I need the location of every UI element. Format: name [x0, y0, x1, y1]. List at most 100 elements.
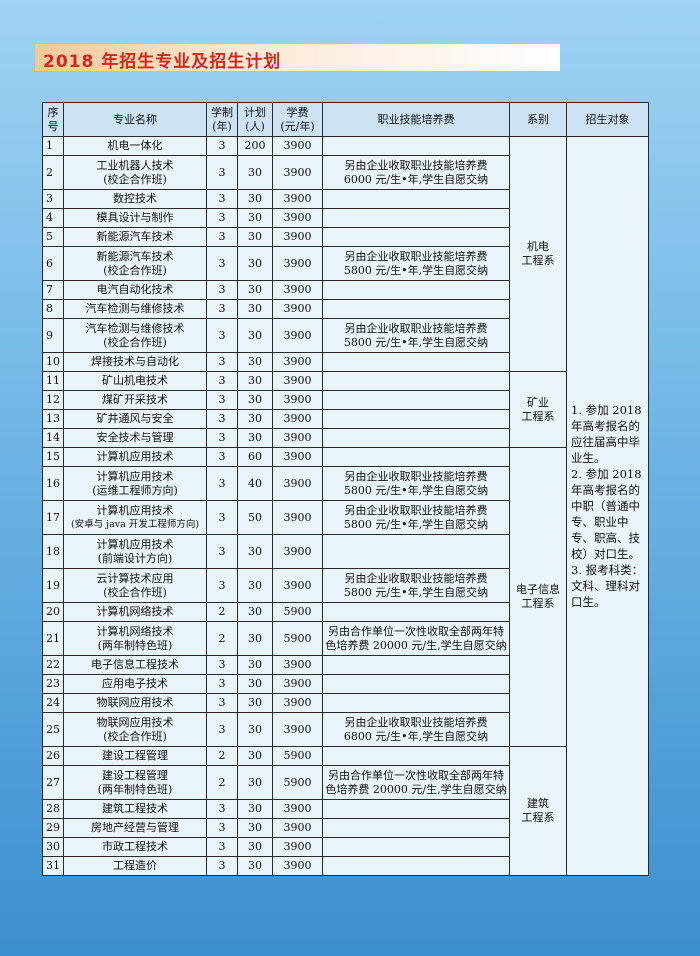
tuition: 3900 [272, 246, 323, 281]
tuition: 3900 [272, 712, 323, 747]
text-line: (两年制特色班) [97, 782, 173, 796]
text-line: 计算机应用技术 [96, 503, 174, 517]
department: 机电 工程系 [509, 136, 567, 372]
text-line: (校企合作班) [103, 585, 167, 599]
major-name: 建筑工程技术 [63, 799, 207, 819]
plan: 30 [237, 534, 273, 569]
years: 3 [206, 500, 238, 535]
tuition: 5900 [272, 765, 323, 800]
years: 3 [206, 208, 238, 228]
row-number: 5 [42, 227, 64, 247]
major-name: 机电一体化 [63, 136, 207, 156]
tuition: 5900 [272, 621, 323, 656]
years: 2 [206, 621, 238, 656]
years: 3 [206, 428, 238, 448]
training-fee [322, 693, 510, 713]
years: 3 [206, 447, 238, 467]
training-fee [322, 371, 510, 391]
plan: 30 [237, 655, 273, 675]
tuition: 3900 [272, 390, 323, 410]
table-body: 1 机电一体化 3 200 3900 机电 工程系 1. 参加 2018 年高考报名的应往届高… [42, 136, 649, 876]
text-line: 煤矿开采技术 [102, 393, 168, 406]
years: 3 [206, 712, 238, 747]
years: 2 [206, 765, 238, 800]
years: 3 [206, 189, 238, 209]
tuition: 3900 [272, 189, 323, 209]
target-item: 1. 参加 2018 年高考报名的应往届高中毕业生。 [571, 403, 642, 465]
plan: 30 [237, 693, 273, 713]
text-line: 建筑 [527, 797, 549, 810]
row-number: 19 [42, 568, 64, 603]
text-line: 工程系 [521, 254, 555, 267]
years: 3 [206, 352, 238, 372]
column-header: 招生对象 [566, 102, 649, 137]
tuition: 3900 [272, 674, 323, 694]
header-row: 序号专业名称 学制 (年) 计划 (人) 学费 (元/年) 职业技能培养费 系别 招生对象 [42, 102, 649, 137]
text-line: 矿山机电技术 [102, 374, 168, 387]
department: 电子信息 工程系 [509, 447, 567, 747]
years: 3 [206, 856, 238, 876]
training-fee [322, 299, 510, 319]
tuition: 3900 [272, 280, 323, 300]
row-number: 6 [42, 246, 64, 281]
training-fee [322, 746, 510, 766]
table-row: 16 计算机应用技术 (运维工程师方向) 3 40 3900 另由企业收取职业技能培养费 58… [42, 466, 649, 501]
table-row: 26 建设工程管理 2 30 5900 建筑 工程系 [42, 746, 649, 876]
years: 3 [206, 818, 238, 838]
training-fee [322, 390, 510, 410]
major-name: 计算机网络技术 (两年制特色班) [63, 621, 207, 656]
text-line: 应用电子技术 [102, 677, 168, 690]
years: 3 [206, 674, 238, 694]
table-row: 1 机电一体化 3 200 3900 机电 工程系 1. 参加 2018 年高考报名的应往届高… [42, 136, 649, 876]
text-line: (前端设计方向) [97, 551, 173, 565]
row-number: 8 [42, 299, 64, 319]
years: 3 [206, 799, 238, 819]
column-header: 学制 (年) [206, 102, 238, 137]
text-line: 建设工程管理 [102, 749, 168, 762]
plan: 30 [237, 371, 273, 391]
tuition: 3900 [272, 318, 323, 353]
years: 3 [206, 318, 238, 353]
training-fee [322, 227, 510, 247]
years: 2 [206, 746, 238, 766]
tuition: 3900 [272, 428, 323, 448]
plan: 30 [237, 409, 273, 429]
plan: 50 [237, 500, 273, 535]
table-row: 18 计算机应用技术 (前端设计方向) 3 30 3900 [42, 534, 649, 569]
training-fee: 另由企业收取职业技能培养费 5800 元/生•年,学生自愿交纳 [322, 466, 510, 501]
plan: 30 [237, 390, 273, 410]
text-line: 专业名称 [113, 112, 157, 126]
text-line: 计算机应用技术 [96, 537, 174, 551]
row-number: 28 [42, 799, 64, 819]
text-line: 5800 元/生•年,学生自愿交纳 [343, 483, 489, 497]
major-name: 物联网应用技术 [63, 693, 207, 713]
table-row: 19 云计算技术应用 (校企合作班) 3 30 3900 另由企业收取职业技能培养费 5800… [42, 568, 649, 603]
text-line: 工程造价 [113, 859, 157, 872]
text-line: 招生对象 [585, 112, 630, 126]
row-number: 7 [42, 280, 64, 300]
plan: 30 [237, 280, 273, 300]
text-line: 5800 元/生•年,学生自愿交纳 [343, 335, 489, 349]
row-number: 23 [42, 674, 64, 694]
tuition: 3900 [272, 818, 323, 838]
tuition: 3900 [272, 227, 323, 247]
major-name: 煤矿开采技术 [63, 390, 207, 410]
plan: 30 [237, 674, 273, 694]
training-fee: 另由合作单位一次性收取全部两年特 色培养费 20000 元/生,学生自愿交纳 [322, 765, 510, 800]
text-line: 系别 [527, 112, 549, 126]
tuition: 3900 [272, 500, 323, 535]
major-name: 焊接技术与自动化 [63, 352, 207, 372]
plan: 30 [237, 837, 273, 857]
text-line: 6000 元/生•年,学生自愿交纳 [343, 172, 489, 186]
tuition: 3900 [272, 447, 323, 467]
tuition: 3900 [272, 655, 323, 675]
major-name: 计算机应用技术 (安卓与 java 开发工程师方向) [63, 500, 207, 535]
tuition: 3900 [272, 352, 323, 372]
text-line: 另由企业收取职业技能培养费 [344, 249, 488, 263]
training-fee: 另由企业收取职业技能培养费 5800 元/生•年,学生自愿交纳 [322, 568, 510, 603]
text-line: (校企合作班) [103, 263, 167, 277]
years: 3 [206, 693, 238, 713]
row-number: 13 [42, 409, 64, 429]
tuition: 3900 [272, 799, 323, 819]
text-line: 新能源汽车技术 [96, 230, 174, 243]
